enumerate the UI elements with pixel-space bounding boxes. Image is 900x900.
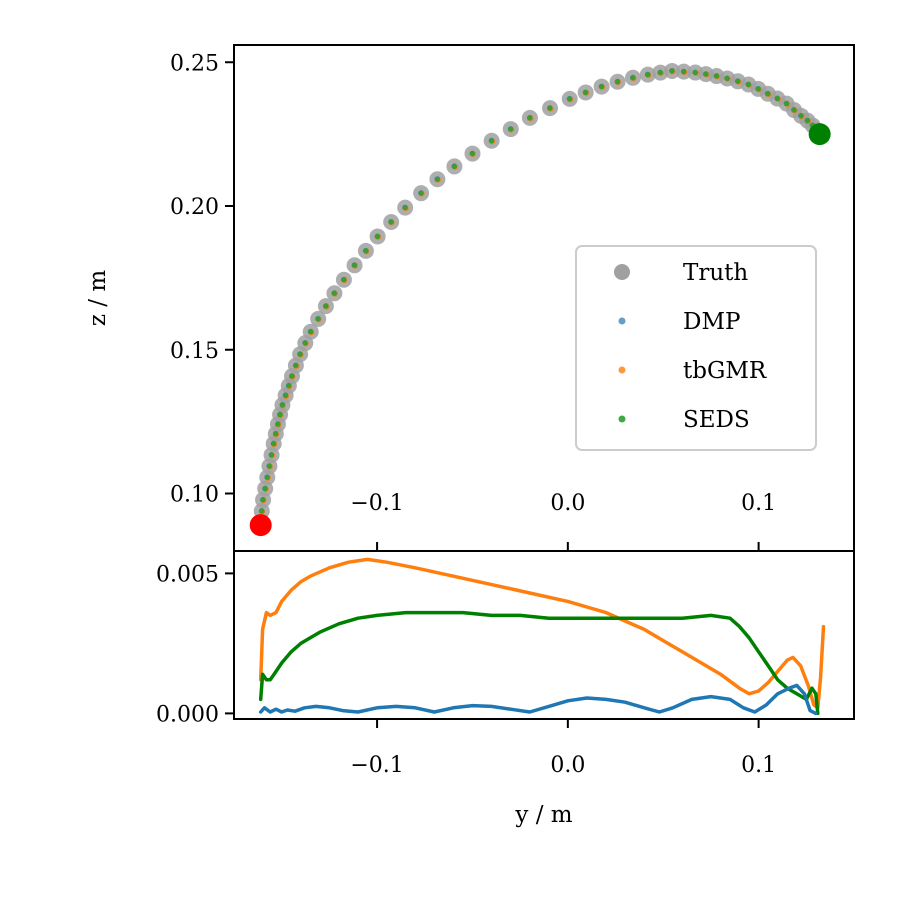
seds-point-31 (469, 150, 476, 157)
trajectory-ytick-label: 0.25 (170, 51, 219, 76)
error-line-seds (258, 610, 820, 716)
trajectory-ytick-label: 0.10 (170, 483, 219, 508)
seds-point-51 (755, 86, 761, 92)
seds-point-13 (286, 383, 292, 389)
seds-point-34 (527, 115, 533, 121)
seds-point-2 (260, 497, 266, 503)
legend-label-truth: Truth (683, 260, 748, 286)
legend-label-dmp: DMP (683, 309, 740, 335)
seds-point-25 (375, 233, 381, 240)
legend-marker-truth (614, 264, 630, 280)
seds-point-11 (279, 402, 286, 408)
seds-point-24 (363, 248, 369, 254)
seds-point-16 (297, 351, 303, 357)
error-ytick-label: 0.000 (156, 702, 219, 727)
seds-point-23 (351, 262, 358, 268)
seds-point-45 (692, 69, 698, 76)
error-ticks: 0.000 0.005 −0.1 0.0 0.1 (156, 562, 776, 778)
seds-point-42 (657, 69, 663, 76)
seds-point-19 (315, 316, 321, 322)
seds-point-38 (599, 83, 605, 90)
error-line-dmp (258, 683, 818, 716)
trajectory-ticks: 0.10 0.15 0.20 0.25 −0.1 0.0 0.1 (170, 51, 776, 551)
seds-point-5 (266, 463, 273, 469)
seds-point-44 (681, 69, 687, 75)
end-point (808, 123, 831, 146)
seds-point-27 (402, 205, 408, 211)
seds-point-3 (262, 485, 268, 492)
legend-label-seds: SEDS (683, 407, 750, 433)
seds-point-36 (567, 96, 573, 102)
error-plot-area (258, 557, 826, 716)
legend: Truth DMP tbGMR SEDS (575, 245, 817, 451)
seds-point-35 (547, 105, 553, 111)
trajectory-xtick-label: −0.1 (350, 491, 403, 516)
seds-point-14 (289, 373, 295, 379)
trajectory-plot-area (249, 62, 831, 537)
error-axes-frame (233, 550, 855, 720)
seds-point-41 (645, 71, 651, 78)
seds-point-33 (508, 126, 514, 132)
seds-point-15 (293, 362, 299, 369)
seds-point-50 (745, 81, 752, 88)
trajectory-panel: 0.10 0.15 0.20 0.25 −0.1 0.0 0.1 z / m Truth D… (85, 44, 855, 552)
seds-point-18 (308, 329, 314, 335)
legend-marker-seds (618, 415, 626, 423)
error-xlabel: y / m (514, 802, 572, 828)
seds-point-54 (784, 101, 790, 107)
seds-point-49 (735, 78, 741, 84)
legend-marker-tbgmr (618, 366, 626, 374)
seds-point-21 (331, 290, 338, 296)
seds-point-39 (614, 79, 621, 85)
seds-point-10 (277, 412, 283, 418)
error-line-tbgmr (258, 557, 826, 710)
seds-point-12 (283, 392, 289, 398)
trajectory-xtick-label: 0.0 (550, 491, 585, 516)
seds-point-48 (724, 75, 730, 82)
seds-point-22 (341, 277, 347, 283)
seds-point-20 (323, 303, 329, 309)
seds-point-7 (271, 441, 277, 447)
seds-point-28 (418, 190, 424, 196)
seds-point-9 (275, 421, 281, 427)
seds-point-46 (703, 71, 709, 77)
error-ytick-label: 0.005 (156, 562, 219, 587)
start-point (249, 514, 272, 537)
seds-point-57 (804, 118, 811, 124)
seds-point-17 (302, 340, 308, 346)
seds-point-6 (268, 452, 275, 458)
legend-box (575, 245, 817, 451)
legend-marker-dmp (618, 317, 626, 325)
error-panel: 0.000 0.005 −0.1 0.0 0.1 y / m (156, 550, 855, 828)
trajectory-ylabel: z / m (85, 270, 111, 326)
seds-point-47 (713, 73, 720, 79)
seds-point-40 (630, 75, 636, 81)
seds-point-32 (489, 138, 495, 144)
seds-point-43 (669, 68, 675, 74)
seds-point-30 (451, 163, 458, 170)
seds-point-56 (798, 113, 804, 119)
seds-point-4 (264, 474, 270, 480)
error-xtick-label: 0.0 (550, 753, 585, 778)
seds-point-53 (774, 95, 781, 102)
seds-point-8 (273, 431, 279, 437)
seds-point-26 (388, 219, 394, 225)
seds-point-55 (791, 107, 797, 113)
seds-point-52 (765, 91, 771, 97)
trajectory-ytick-label: 0.15 (170, 339, 219, 364)
seds-point-37 (583, 89, 589, 96)
trajectory-ytick-label: 0.20 (170, 195, 219, 220)
seds-point-29 (434, 176, 441, 182)
error-xtick-label: −0.1 (350, 753, 403, 778)
trajectory-xtick-label: 0.1 (741, 491, 776, 516)
legend-label-tbgmr: tbGMR (683, 358, 767, 384)
error-xtick-label: 0.1 (741, 753, 776, 778)
seds-point-1 (259, 508, 265, 514)
